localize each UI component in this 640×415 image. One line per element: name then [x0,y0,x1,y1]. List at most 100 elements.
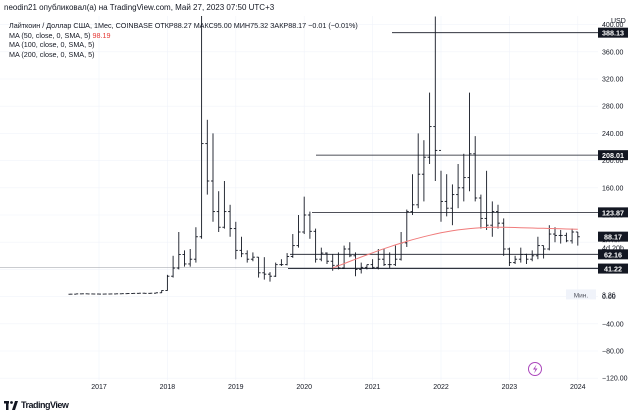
publish-info: neodin21 опубликовал(а) на TradingView.c… [4,3,275,12]
ohlc-bar[interactable] [216,191,221,232]
price-label: 388.13 [598,27,628,38]
chart-grid [0,16,598,380]
ohlc-bar[interactable] [307,211,312,239]
ohlc-bar[interactable] [74,293,79,295]
ohlc-bar[interactable] [570,228,575,244]
svg-text:62.16: 62.16 [604,250,622,259]
ohlc-bar[interactable] [370,259,375,269]
ohlc-bar[interactable] [535,236,540,260]
ohlc-bar[interactable] [256,256,261,278]
ohlc-bar[interactable] [376,249,381,270]
ohlc-bar[interactable] [342,245,347,269]
ohlc-bar[interactable] [513,255,518,264]
ohlc-bar[interactable] [239,236,244,258]
ohlc-bar[interactable] [359,262,364,274]
ohlc-bar[interactable] [473,136,478,202]
ohlc-bar[interactable] [416,133,421,209]
ohlc-bar[interactable] [296,215,301,248]
ohlc-bar[interactable] [273,262,278,277]
ohlc-bar[interactable] [136,292,141,294]
ohlc-bar[interactable] [410,174,415,215]
svg-text:3.26: 3.26 [602,292,616,299]
ohlc-bar[interactable] [507,247,512,266]
ohlc-bar[interactable] [433,16,438,181]
ohlc-bar[interactable] [518,247,523,263]
ohlc-bar[interactable] [564,232,569,243]
ohlc-bar[interactable] [171,255,176,278]
price-chart[interactable]: 600.00560.00520.00480.00440.00420.00400.… [0,16,640,397]
ohlc-bar[interactable] [148,292,153,294]
ohlc-bar[interactable] [541,245,546,259]
ohlc-bar[interactable] [382,249,386,266]
ohlc-bar[interactable] [222,181,227,229]
ohlc-bar[interactable] [404,209,409,247]
ohlc-bar[interactable] [205,119,210,195]
ohlc-bar[interactable] [387,252,392,269]
ohlc-bar[interactable] [547,225,552,251]
ohlc-bar[interactable] [182,250,187,267]
ohlc-bar[interactable] [558,229,563,244]
ohlc-bar[interactable] [199,16,204,239]
ohlc-bar[interactable] [399,232,404,261]
legend-main: Лайткоин / Доллар США, 1Мес, COINBASE ОТ… [9,21,358,30]
ohlc-bar[interactable] [188,249,193,267]
ohlc-bar[interactable] [262,257,267,280]
ohlc-bar[interactable] [347,242,352,258]
ohlc-bar[interactable] [142,292,147,294]
ohlc-bar[interactable] [193,227,198,263]
ohlc-bar[interactable] [524,253,529,264]
ohlc-bar[interactable] [353,252,358,277]
ohlc-bar[interactable] [501,218,506,256]
y-axis-tick: 400.00 [602,22,624,29]
ohlc-bar[interactable] [461,153,466,202]
ohlc-bar[interactable] [575,231,580,246]
ohlc-bar[interactable] [467,92,472,192]
ohlc-bar[interactable] [393,245,398,266]
ohlc-bar[interactable] [336,252,341,270]
x-axis-tick: 2022 [433,384,449,391]
ohlc-bar[interactable] [268,272,272,282]
ohlc-bar[interactable] [444,174,449,217]
ohlc-bar[interactable] [456,164,461,209]
ohlc-bar[interactable] [325,252,329,264]
ohlc-bar[interactable] [290,234,295,258]
ohlc-bar[interactable] [233,221,238,260]
min-label: Мин. 3.26 [566,289,616,300]
y-axis: 600.00560.00520.00480.00440.00420.00400.… [602,22,628,383]
ohlc-bar[interactable] [228,204,233,237]
ohlc-bar[interactable] [279,259,284,266]
ohlc-bar[interactable] [245,250,250,263]
ohlc-bar[interactable] [176,232,181,270]
x-axis-tick: 2023 [502,384,518,391]
ohlc-bar[interactable] [319,247,324,262]
y-axis-tick: 280.00 [602,104,624,111]
tradingview-logo-icon [4,400,18,410]
ohlc-bar[interactable] [530,250,535,262]
price-label: 88.17 [598,231,628,242]
ohlc-bar[interactable] [285,253,290,266]
ohlc-bar[interactable] [302,196,307,235]
ohlc-bar[interactable] [165,274,170,291]
y-axis-tick: −120.00 [602,376,628,383]
ohlc-bar[interactable] [490,201,495,237]
ohlc-bar[interactable] [154,292,158,294]
ohlc-bar[interactable] [553,227,557,243]
ohlc-bar[interactable] [421,140,426,202]
ohlc-bar[interactable] [427,92,432,164]
x-axis-tick: 2019 [228,384,244,391]
ohlc-bar[interactable] [496,204,500,229]
ohlc-bar[interactable] [439,149,443,222]
alert-icon[interactable] [528,362,542,376]
ohlc-bar[interactable] [313,228,318,263]
ohlc-bar[interactable] [211,133,215,222]
ohlc-bar[interactable] [478,194,483,229]
ohlc-bar[interactable] [68,293,73,295]
ohlc-bar[interactable] [159,290,164,294]
ohlc-bar[interactable] [364,264,369,270]
ohlc-bar[interactable] [450,184,455,226]
y-axis-tick: 160.00 [602,185,624,192]
ohlc-bar[interactable] [250,252,255,262]
ohlc-bar[interactable] [330,254,335,271]
ohlc-bar[interactable] [484,170,489,230]
